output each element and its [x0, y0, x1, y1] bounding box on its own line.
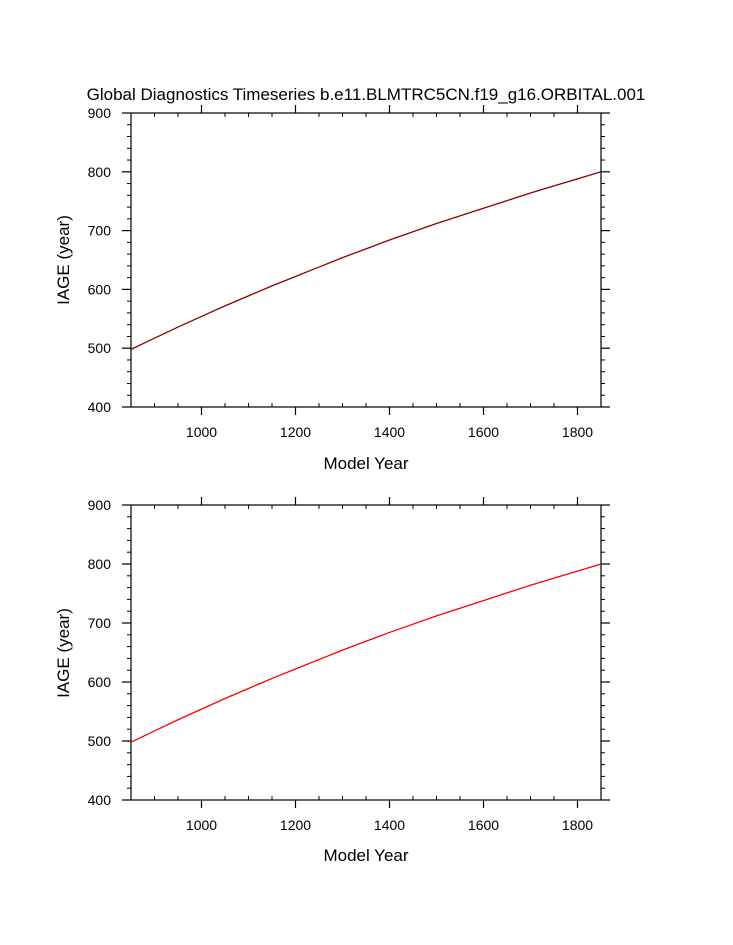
y-tick-label: 800	[88, 164, 112, 180]
x-axis-label: Model Year	[323, 454, 408, 473]
y-tick-label: 600	[88, 281, 112, 297]
x-axis-label: Model Year	[323, 846, 408, 865]
series-line	[130, 563, 602, 743]
x-tick-label: 1200	[280, 817, 311, 833]
x-tick-label: 1000	[186, 424, 217, 440]
x-tick-label: 1400	[374, 424, 405, 440]
x-tick-label: 1800	[562, 424, 593, 440]
y-tick-label: 500	[88, 733, 112, 749]
y-tick-label: 500	[88, 340, 112, 356]
x-tick-label: 1600	[468, 424, 499, 440]
y-tick-label: 700	[88, 615, 112, 631]
plot-frame	[130, 112, 602, 408]
x-tick-label: 1200	[280, 424, 311, 440]
figure-title: Global Diagnostics Timeseries b.e11.BLMT…	[87, 85, 646, 104]
series-line	[130, 171, 602, 350]
x-tick-label: 1600	[468, 817, 499, 833]
chart-panel-bottom: IAGE (year) Model Year 1000 1200 1400 1600 1…	[54, 497, 610, 865]
y-axis-label: IAGE (year)	[54, 215, 73, 305]
y-tick-label: 600	[88, 674, 112, 690]
plot-frame	[130, 504, 602, 801]
y-tick-label: 400	[88, 399, 112, 415]
y-tick-label: 800	[88, 556, 112, 572]
x-tick-label: 1800	[562, 817, 593, 833]
x-tick-label: 1000	[186, 817, 217, 833]
chart-panel-top: IAGE (year) Model Year 1000 1200 1400 1600 1…	[54, 105, 610, 473]
y-tick-label: 900	[88, 497, 112, 513]
y-tick-label: 400	[88, 792, 112, 808]
y-tick-label: 700	[88, 223, 112, 239]
y-tick-label: 900	[88, 105, 112, 121]
x-tick-label: 1400	[374, 817, 405, 833]
y-axis-label: IAGE (year)	[54, 608, 73, 698]
